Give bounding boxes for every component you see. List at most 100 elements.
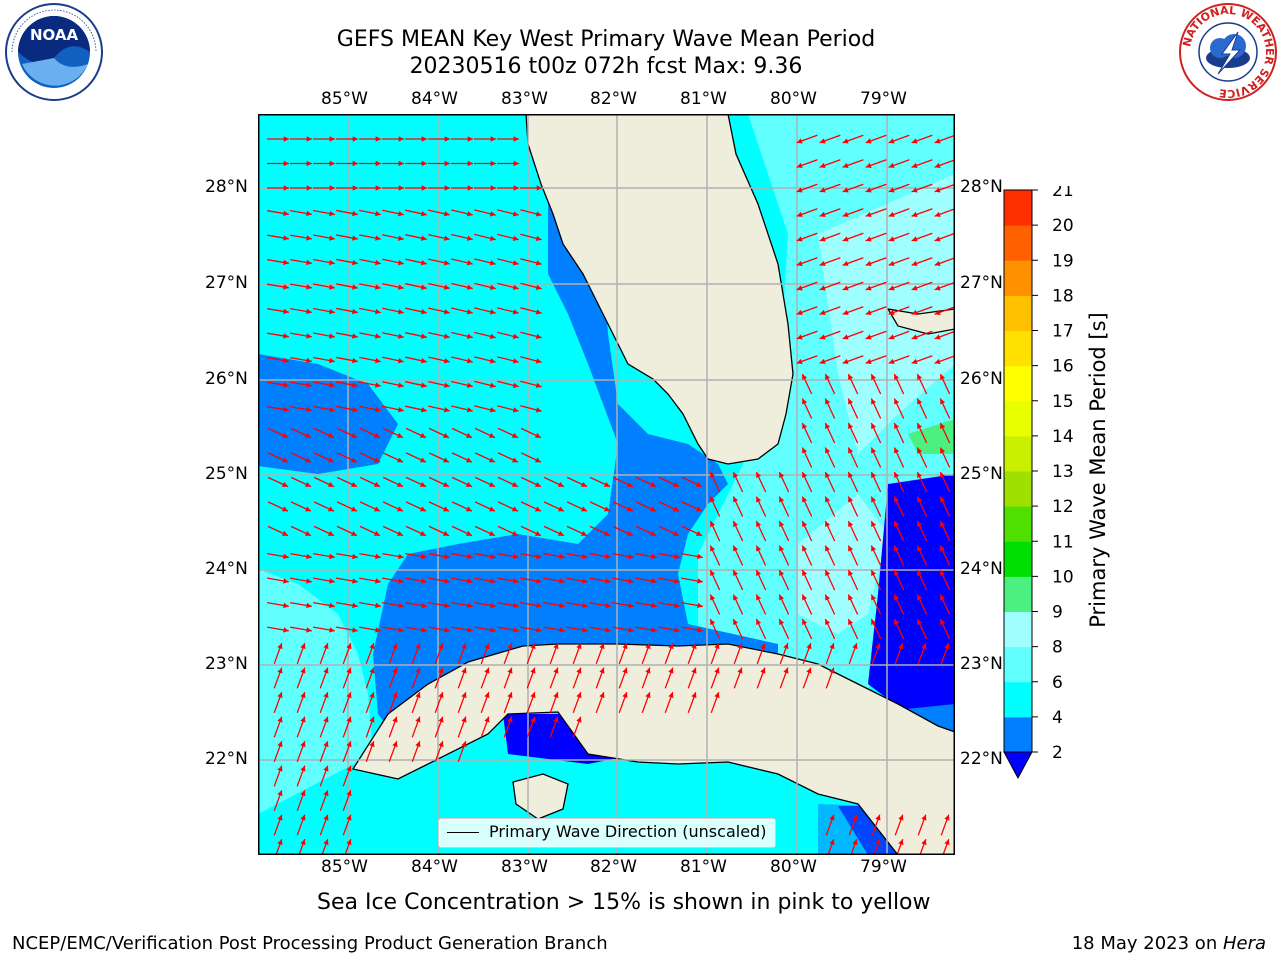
wave-arrow-head bbox=[352, 578, 358, 584]
wave-arrow-head bbox=[490, 185, 496, 191]
wave-arrow-head bbox=[697, 602, 703, 609]
wave-arrow-head bbox=[392, 716, 398, 723]
wave-arrow-head bbox=[796, 162, 803, 168]
wave-arrow-head bbox=[277, 814, 283, 821]
wave-arrow-head bbox=[489, 333, 496, 339]
wave-arrow-head bbox=[375, 602, 381, 609]
wave-arrow-head bbox=[535, 382, 542, 389]
lon-label-top: 83°W bbox=[501, 89, 548, 109]
graticule bbox=[258, 114, 955, 855]
wave-arrow-head bbox=[530, 716, 536, 723]
wave-arrow-head bbox=[415, 643, 421, 650]
wave-arrow-head bbox=[396, 530, 403, 536]
lon-label-top: 79°W bbox=[860, 89, 907, 109]
wave-arrow-head bbox=[283, 210, 289, 217]
colorbar-tick-label: 14 bbox=[1052, 427, 1074, 447]
wave-arrow-head bbox=[489, 382, 496, 388]
date-text: 18 May 2023 on bbox=[1071, 933, 1223, 954]
wave-arrow-head bbox=[283, 382, 289, 388]
wave-arrow-head bbox=[580, 530, 587, 536]
colorbar-tick-label: 21 bbox=[1052, 186, 1074, 201]
wave-arrow-head bbox=[329, 406, 335, 413]
wave-arrow-head bbox=[512, 358, 519, 364]
branch-credit: NCEP/EMC/Verification Post Processing Pr… bbox=[12, 933, 608, 954]
wave-arrow-head bbox=[796, 211, 803, 217]
wave-arrow-head bbox=[327, 481, 334, 487]
wave-arrow-head bbox=[421, 602, 427, 609]
wave-arrow-head bbox=[306, 160, 312, 167]
wave-arrow-head bbox=[329, 136, 335, 142]
wave-arrow-head bbox=[842, 187, 849, 193]
generation-date: 18 May 2023 on Hera bbox=[1072, 933, 1266, 954]
wave-arrow-head bbox=[940, 496, 946, 503]
wave-arrow-head bbox=[419, 457, 426, 463]
wave-arrow-head bbox=[443, 358, 450, 364]
wave-arrow-head bbox=[802, 619, 808, 626]
wave-arrow-head bbox=[530, 643, 536, 650]
wave-arrow-head bbox=[559, 578, 565, 584]
wave-arrow-head bbox=[373, 530, 380, 536]
lon-label-bottom: 84°W bbox=[411, 857, 458, 877]
wave-arrow-head bbox=[397, 259, 404, 266]
wave-arrow-head bbox=[783, 667, 789, 674]
wave-arrow-head bbox=[911, 260, 918, 266]
wave-arrow-head bbox=[940, 545, 946, 552]
wave-arrow-head bbox=[283, 308, 289, 315]
colorbar-tick-label: 18 bbox=[1052, 286, 1074, 306]
wave-arrow-head bbox=[465, 481, 472, 487]
wave-arrow-head bbox=[375, 357, 381, 364]
wave-arrow-head bbox=[396, 481, 403, 487]
wave-arrow-head bbox=[415, 741, 421, 748]
wave-arrow-head bbox=[420, 358, 427, 364]
colorbar-segment bbox=[1004, 400, 1032, 437]
wave-arrow-head bbox=[796, 187, 803, 193]
map-legend: Primary Wave Direction (unscaled) bbox=[438, 818, 776, 848]
colorbar-tick-label: 19 bbox=[1052, 251, 1074, 271]
wave-arrow-head bbox=[489, 309, 496, 315]
wave-arrow-head bbox=[603, 530, 610, 536]
wave-arrow-head bbox=[300, 692, 306, 699]
wave-arrow-head bbox=[553, 643, 559, 650]
wave-arrow-head bbox=[756, 521, 762, 528]
wave-arrow-head bbox=[779, 594, 785, 601]
wave-arrow-head bbox=[819, 187, 826, 193]
wave-arrow-head bbox=[576, 692, 582, 699]
wave-arrow-head bbox=[599, 667, 605, 674]
wave-arrow-head bbox=[421, 578, 427, 584]
wave-arrow-head bbox=[398, 627, 404, 633]
wave-arrow-head bbox=[513, 136, 519, 142]
wave-arrow-head bbox=[277, 765, 283, 772]
wave-arrow-head bbox=[871, 447, 877, 454]
wave-arrow-head bbox=[323, 643, 329, 650]
wave-arrow-head bbox=[300, 839, 306, 846]
wave-arrow-head bbox=[622, 692, 628, 699]
lon-label-bottom: 85°W bbox=[321, 857, 368, 877]
wave-arrow-head bbox=[829, 814, 835, 821]
wave-arrow-head bbox=[622, 643, 628, 650]
wave-arrow-head bbox=[852, 814, 858, 821]
wave-arrow-head bbox=[306, 333, 312, 339]
wave-arrow-head bbox=[848, 594, 854, 601]
wave-arrow-head bbox=[346, 741, 352, 748]
bahamas-land bbox=[886, 308, 955, 335]
wave-arrow-head bbox=[733, 619, 739, 626]
wave-arrow-head bbox=[733, 496, 739, 503]
wave-arrow-head bbox=[350, 481, 357, 487]
lon-label-top: 84°W bbox=[411, 89, 458, 109]
wave-arrow-head bbox=[352, 602, 358, 609]
wave-arrow-head bbox=[645, 667, 651, 674]
wave-arrow-head bbox=[672, 481, 679, 487]
wave-arrow-head bbox=[352, 406, 358, 413]
wave-arrow-head bbox=[323, 692, 329, 699]
wave-arrow-head bbox=[852, 839, 858, 846]
wave-arrow-head bbox=[350, 457, 357, 463]
wave-arrow-head bbox=[871, 472, 877, 479]
wave-arrow-head bbox=[875, 839, 881, 846]
wave-arrow-head bbox=[306, 185, 312, 191]
wave-arrow-head bbox=[940, 447, 946, 454]
wave-arrow-head bbox=[825, 398, 831, 405]
wave-arrow-head bbox=[756, 619, 762, 626]
wave-arrow-head bbox=[329, 602, 335, 609]
wave-arrow-head bbox=[710, 496, 716, 503]
wave-arrow-head bbox=[375, 185, 381, 191]
